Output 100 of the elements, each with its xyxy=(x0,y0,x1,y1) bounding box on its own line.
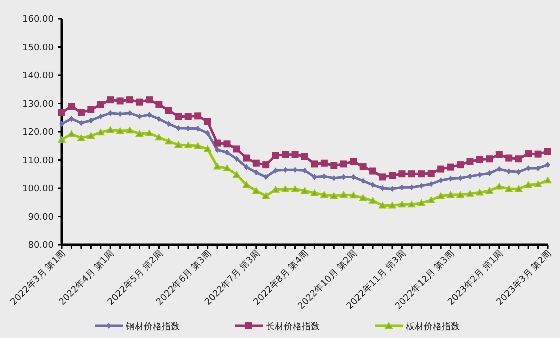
point xyxy=(398,170,406,178)
point xyxy=(330,162,338,170)
point xyxy=(388,202,396,209)
point xyxy=(224,150,230,156)
point xyxy=(252,160,260,167)
point xyxy=(428,170,435,178)
point xyxy=(544,177,552,184)
point xyxy=(214,140,222,147)
point xyxy=(194,112,202,120)
point xyxy=(360,178,366,184)
y-tick-label: 110.00 xyxy=(22,156,54,166)
point xyxy=(456,192,464,198)
y-tick-label: 160.00 xyxy=(22,15,54,25)
point xyxy=(546,162,550,168)
point xyxy=(98,114,104,120)
point xyxy=(301,188,309,194)
point xyxy=(165,107,172,114)
point xyxy=(78,120,84,126)
point xyxy=(136,130,144,137)
point xyxy=(128,110,133,116)
point xyxy=(438,166,445,173)
point xyxy=(486,156,494,163)
point xyxy=(107,96,114,104)
point xyxy=(408,170,416,178)
point xyxy=(525,150,532,158)
point xyxy=(174,141,182,148)
point xyxy=(78,134,86,142)
point xyxy=(378,202,387,209)
point xyxy=(272,186,280,193)
y-tick-label: 150.00 xyxy=(22,43,54,54)
point xyxy=(254,170,259,176)
point xyxy=(320,192,328,198)
point xyxy=(156,101,163,108)
point xyxy=(136,98,144,106)
point xyxy=(292,151,299,158)
point xyxy=(486,188,494,194)
point xyxy=(126,127,134,134)
point xyxy=(350,192,358,199)
point xyxy=(60,121,64,128)
point xyxy=(175,113,182,120)
point xyxy=(437,192,445,200)
y-tick-label: 90.00 xyxy=(28,212,54,223)
point xyxy=(97,129,105,136)
point xyxy=(58,109,66,116)
point xyxy=(272,152,280,160)
y-tick-label: 120.00 xyxy=(22,128,54,138)
point xyxy=(369,197,377,204)
point xyxy=(194,142,202,150)
point xyxy=(466,190,474,197)
point xyxy=(87,132,95,139)
point xyxy=(524,182,532,188)
point xyxy=(370,168,377,175)
point xyxy=(233,171,241,178)
point xyxy=(350,158,358,166)
point xyxy=(418,170,426,178)
point xyxy=(476,156,484,164)
point xyxy=(388,172,396,180)
point xyxy=(88,118,94,124)
point xyxy=(476,189,484,196)
point xyxy=(224,140,231,148)
point xyxy=(264,174,269,180)
point xyxy=(534,150,542,158)
point xyxy=(126,96,134,104)
point xyxy=(165,138,173,145)
point xyxy=(233,146,240,153)
point xyxy=(534,181,542,188)
point xyxy=(447,164,454,171)
point xyxy=(146,96,153,104)
point xyxy=(214,163,222,170)
point xyxy=(204,146,212,152)
legend-label: 长材价格指数 xyxy=(266,322,320,332)
point xyxy=(379,174,386,181)
point xyxy=(68,103,76,110)
point xyxy=(291,186,300,192)
point xyxy=(330,192,338,200)
point xyxy=(184,142,192,149)
point xyxy=(360,164,367,171)
point xyxy=(282,186,290,192)
point xyxy=(146,130,154,136)
point xyxy=(116,128,124,134)
point xyxy=(68,130,76,138)
point xyxy=(97,101,104,108)
point xyxy=(310,190,319,196)
y-tick-label: 140.00 xyxy=(22,72,54,82)
point xyxy=(311,160,318,168)
point xyxy=(262,192,270,200)
point xyxy=(428,196,436,204)
point xyxy=(262,162,270,169)
point xyxy=(302,168,308,174)
point xyxy=(204,118,212,126)
point xyxy=(398,201,406,208)
point xyxy=(243,154,250,162)
point xyxy=(252,188,260,194)
point xyxy=(340,192,348,198)
point xyxy=(302,153,308,160)
point xyxy=(505,186,513,192)
y-tick-label: 80.00 xyxy=(28,241,54,251)
point xyxy=(515,186,523,192)
y-tick-label: 130.00 xyxy=(22,100,54,110)
point xyxy=(282,151,290,158)
